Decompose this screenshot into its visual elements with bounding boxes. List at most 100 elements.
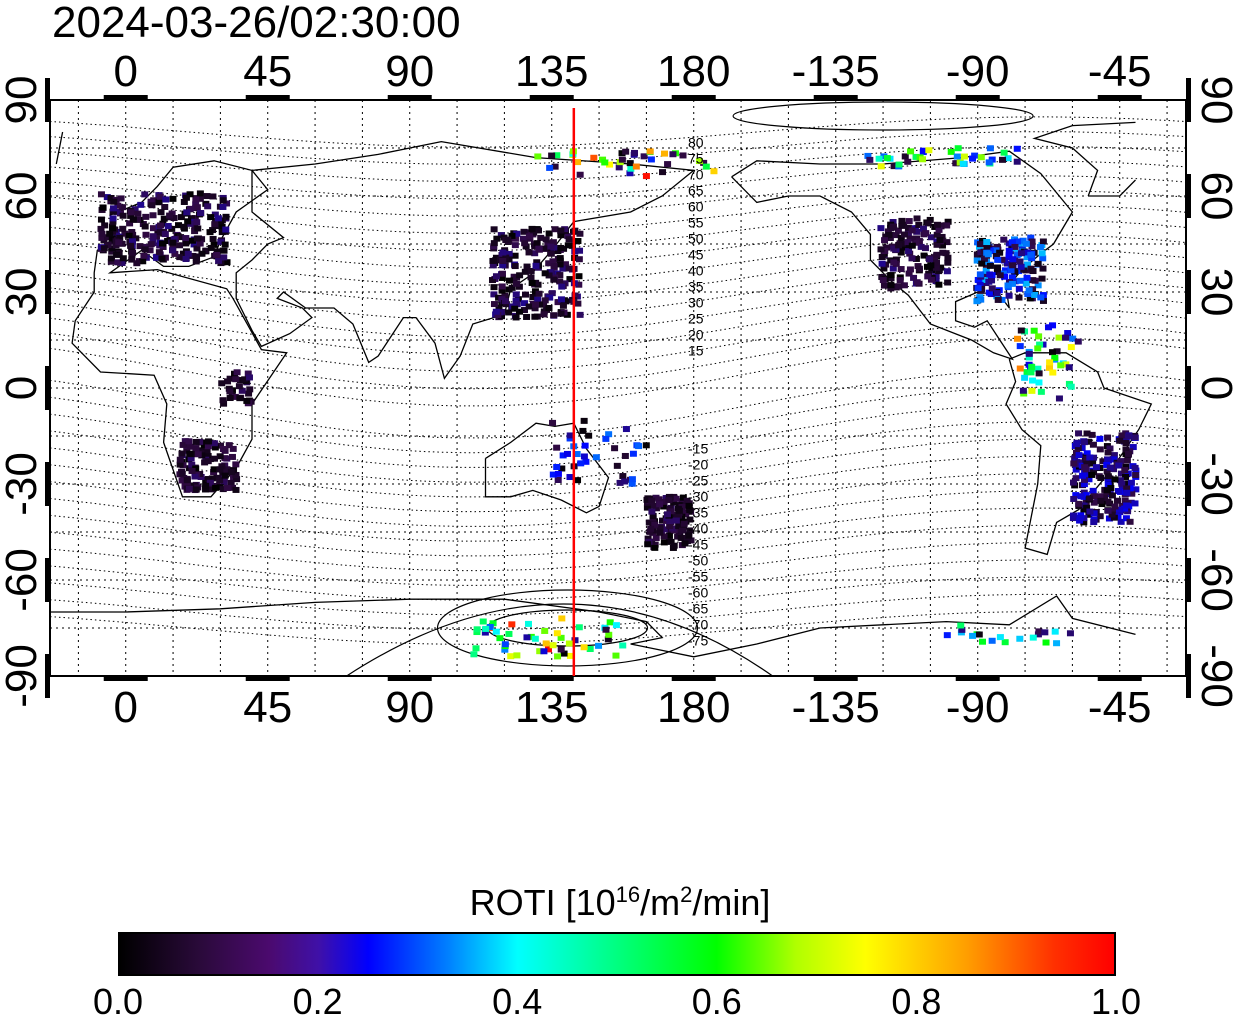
roti-cell <box>615 164 623 171</box>
roti-cell <box>986 271 994 278</box>
roti-cell <box>1028 238 1036 245</box>
roti-cell <box>119 212 127 219</box>
roti-cell <box>532 301 540 308</box>
top-tick-label: -90 <box>945 47 1010 96</box>
roti-cell <box>551 163 559 170</box>
roti-cell <box>1106 464 1114 471</box>
contour-label-south: -45 <box>688 537 708 553</box>
roti-cell <box>660 503 668 510</box>
roti-cell <box>1053 640 1061 647</box>
top-tick-bar <box>245 95 290 100</box>
roti-cell <box>1071 455 1079 462</box>
roti-cell <box>104 234 112 241</box>
roti-cell <box>216 453 224 460</box>
roti-cell <box>674 533 682 540</box>
roti-cell <box>897 249 905 256</box>
roti-cell <box>1019 387 1027 394</box>
roti-cell <box>178 470 186 477</box>
roti-cell <box>1097 474 1105 481</box>
roti-cell <box>125 232 133 239</box>
roti-cell <box>233 369 241 376</box>
roti-cell <box>943 222 951 229</box>
roti-cell <box>927 276 935 283</box>
roti-cell <box>175 222 183 229</box>
top-tick-bar <box>103 95 148 100</box>
roti-cell <box>229 445 237 452</box>
contour-label-south: -70 <box>688 617 708 633</box>
roti-cell <box>511 252 519 259</box>
roti-cell <box>521 240 529 247</box>
magnetic-contour <box>49 404 1187 468</box>
roti-cell <box>935 268 943 275</box>
bottom-tick-bar <box>387 676 432 681</box>
roti-cell <box>564 242 572 249</box>
roti-cell <box>1017 250 1025 257</box>
roti-cell <box>134 210 142 217</box>
roti-cell <box>226 395 234 402</box>
roti-cell <box>114 202 122 209</box>
roti-cell <box>221 472 229 479</box>
roti-cell <box>878 253 886 260</box>
roti-cell <box>1131 500 1139 507</box>
roti-cell <box>541 270 549 277</box>
roti-cell <box>932 278 940 285</box>
roti-cell <box>944 259 952 266</box>
roti-cell <box>1013 238 1021 245</box>
roti-cell <box>575 281 583 288</box>
roti-cell <box>1108 492 1116 499</box>
roti-cell <box>1055 334 1063 341</box>
roti-cell <box>127 209 135 216</box>
roti-cell <box>1027 369 1035 376</box>
roti-cell <box>1116 506 1124 513</box>
roti-cell <box>128 256 136 263</box>
roti-cell <box>566 474 574 481</box>
roti-cell <box>618 156 626 163</box>
roti-cell <box>1113 497 1121 504</box>
roti-cell <box>531 635 539 642</box>
north-pole-contour <box>732 101 1034 131</box>
right-tick-bar <box>1186 270 1191 314</box>
roti-cell <box>1014 335 1022 342</box>
roti-cell <box>193 245 201 252</box>
roti-cell <box>993 269 1001 276</box>
roti-cell <box>1075 500 1083 507</box>
colorbar-tick-label: 0.0 <box>92 981 144 1022</box>
roti-cell <box>982 261 990 268</box>
roti-cell <box>185 485 193 492</box>
roti-cell <box>913 215 921 222</box>
colorbar <box>118 932 1116 976</box>
roti-cell <box>700 159 708 166</box>
roti-cell <box>176 456 184 463</box>
roti-cell <box>985 289 993 296</box>
roti-cell <box>216 466 224 473</box>
roti-cell <box>1029 277 1037 284</box>
roti-cell <box>710 168 718 175</box>
roti-cell <box>141 223 149 230</box>
roti-cell <box>192 465 200 472</box>
roti-cell <box>627 165 635 172</box>
roti-cell <box>1122 446 1130 453</box>
roti-cell <box>553 152 561 159</box>
roti-cell <box>559 452 567 459</box>
roti-cell <box>1098 501 1106 508</box>
roti-cell <box>566 435 574 442</box>
roti-cell <box>629 450 637 457</box>
roti-cell <box>1008 280 1016 287</box>
roti-cell <box>561 226 569 233</box>
roti-cell <box>986 262 994 269</box>
roti-cell <box>1072 466 1080 473</box>
roti-cell <box>219 197 227 204</box>
roti-cell <box>651 544 659 551</box>
roti-cell <box>678 498 686 505</box>
roti-cell <box>202 247 210 254</box>
roti-cell <box>117 195 125 202</box>
left-tick-bar <box>45 558 50 602</box>
coastline-path <box>1005 352 1153 556</box>
roti-cell <box>621 452 629 459</box>
roti-cell <box>935 226 943 233</box>
roti-cell <box>983 239 991 246</box>
colorbar-tick-label: 0.4 <box>492 981 543 1022</box>
roti-cell <box>235 383 243 390</box>
roti-cell <box>900 282 908 289</box>
roti-cell <box>232 376 240 383</box>
